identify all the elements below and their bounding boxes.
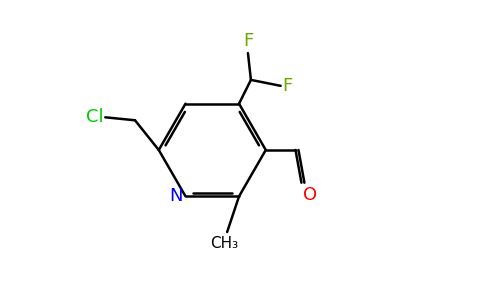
Text: Cl: Cl xyxy=(86,108,104,126)
Text: F: F xyxy=(282,77,292,95)
Text: N: N xyxy=(169,187,182,205)
Text: CH₃: CH₃ xyxy=(210,236,238,250)
Text: O: O xyxy=(303,186,317,204)
Text: F: F xyxy=(243,32,253,50)
